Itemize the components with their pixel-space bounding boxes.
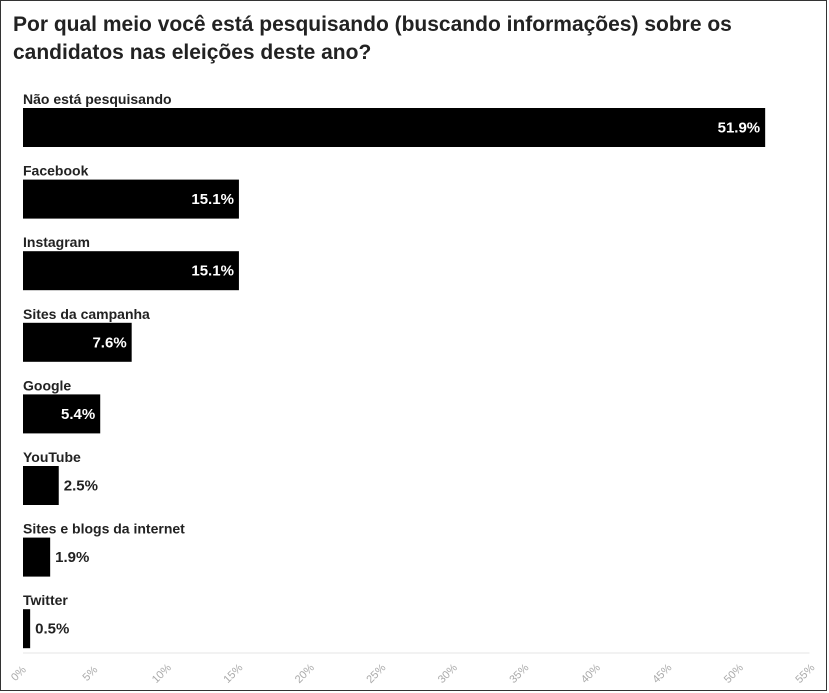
bar xyxy=(23,394,101,434)
category-label: Twitter xyxy=(23,592,68,608)
x-tick-label: 5% xyxy=(81,664,101,684)
x-tick-label: 15% xyxy=(221,662,245,686)
category-label: Google xyxy=(23,377,71,393)
category-label: Sites e blogs da internet xyxy=(23,521,185,537)
value-label: 2.5% xyxy=(64,478,98,495)
category-label: Instagram xyxy=(23,234,90,250)
value-label: 15.1% xyxy=(191,263,234,280)
x-tick-label: 55% xyxy=(793,662,817,686)
value-label: 15.1% xyxy=(191,191,234,208)
x-tick-label: 0% xyxy=(9,664,29,684)
bar xyxy=(23,537,51,577)
value-label: 5.4% xyxy=(61,406,95,423)
bar xyxy=(23,466,59,505)
x-tick-label: 50% xyxy=(722,662,746,686)
category-label: Não está pesquisando xyxy=(23,91,172,107)
x-tick-label: 40% xyxy=(579,662,603,686)
x-tick-label: 35% xyxy=(507,662,531,686)
value-label: 51.9% xyxy=(718,120,761,137)
value-label: 7.6% xyxy=(92,334,126,351)
bar xyxy=(23,108,766,147)
category-label: Facebook xyxy=(23,163,89,179)
bar xyxy=(23,609,31,649)
bar xyxy=(23,251,239,291)
x-tick-label: 30% xyxy=(436,662,460,686)
x-tick-label: 25% xyxy=(364,662,388,686)
value-label: 0.5% xyxy=(35,621,69,638)
chart-title: Por qual meio você está pesquisando (bus… xyxy=(13,13,732,64)
bar xyxy=(23,179,239,219)
x-tick-label: 10% xyxy=(150,662,174,686)
value-label: 1.9% xyxy=(55,549,89,566)
x-tick-label: 45% xyxy=(650,662,674,686)
bar xyxy=(23,322,132,362)
category-label: Sites da campanha xyxy=(23,306,150,322)
x-tick-label: 20% xyxy=(293,662,317,686)
category-label: YouTube xyxy=(23,449,81,465)
